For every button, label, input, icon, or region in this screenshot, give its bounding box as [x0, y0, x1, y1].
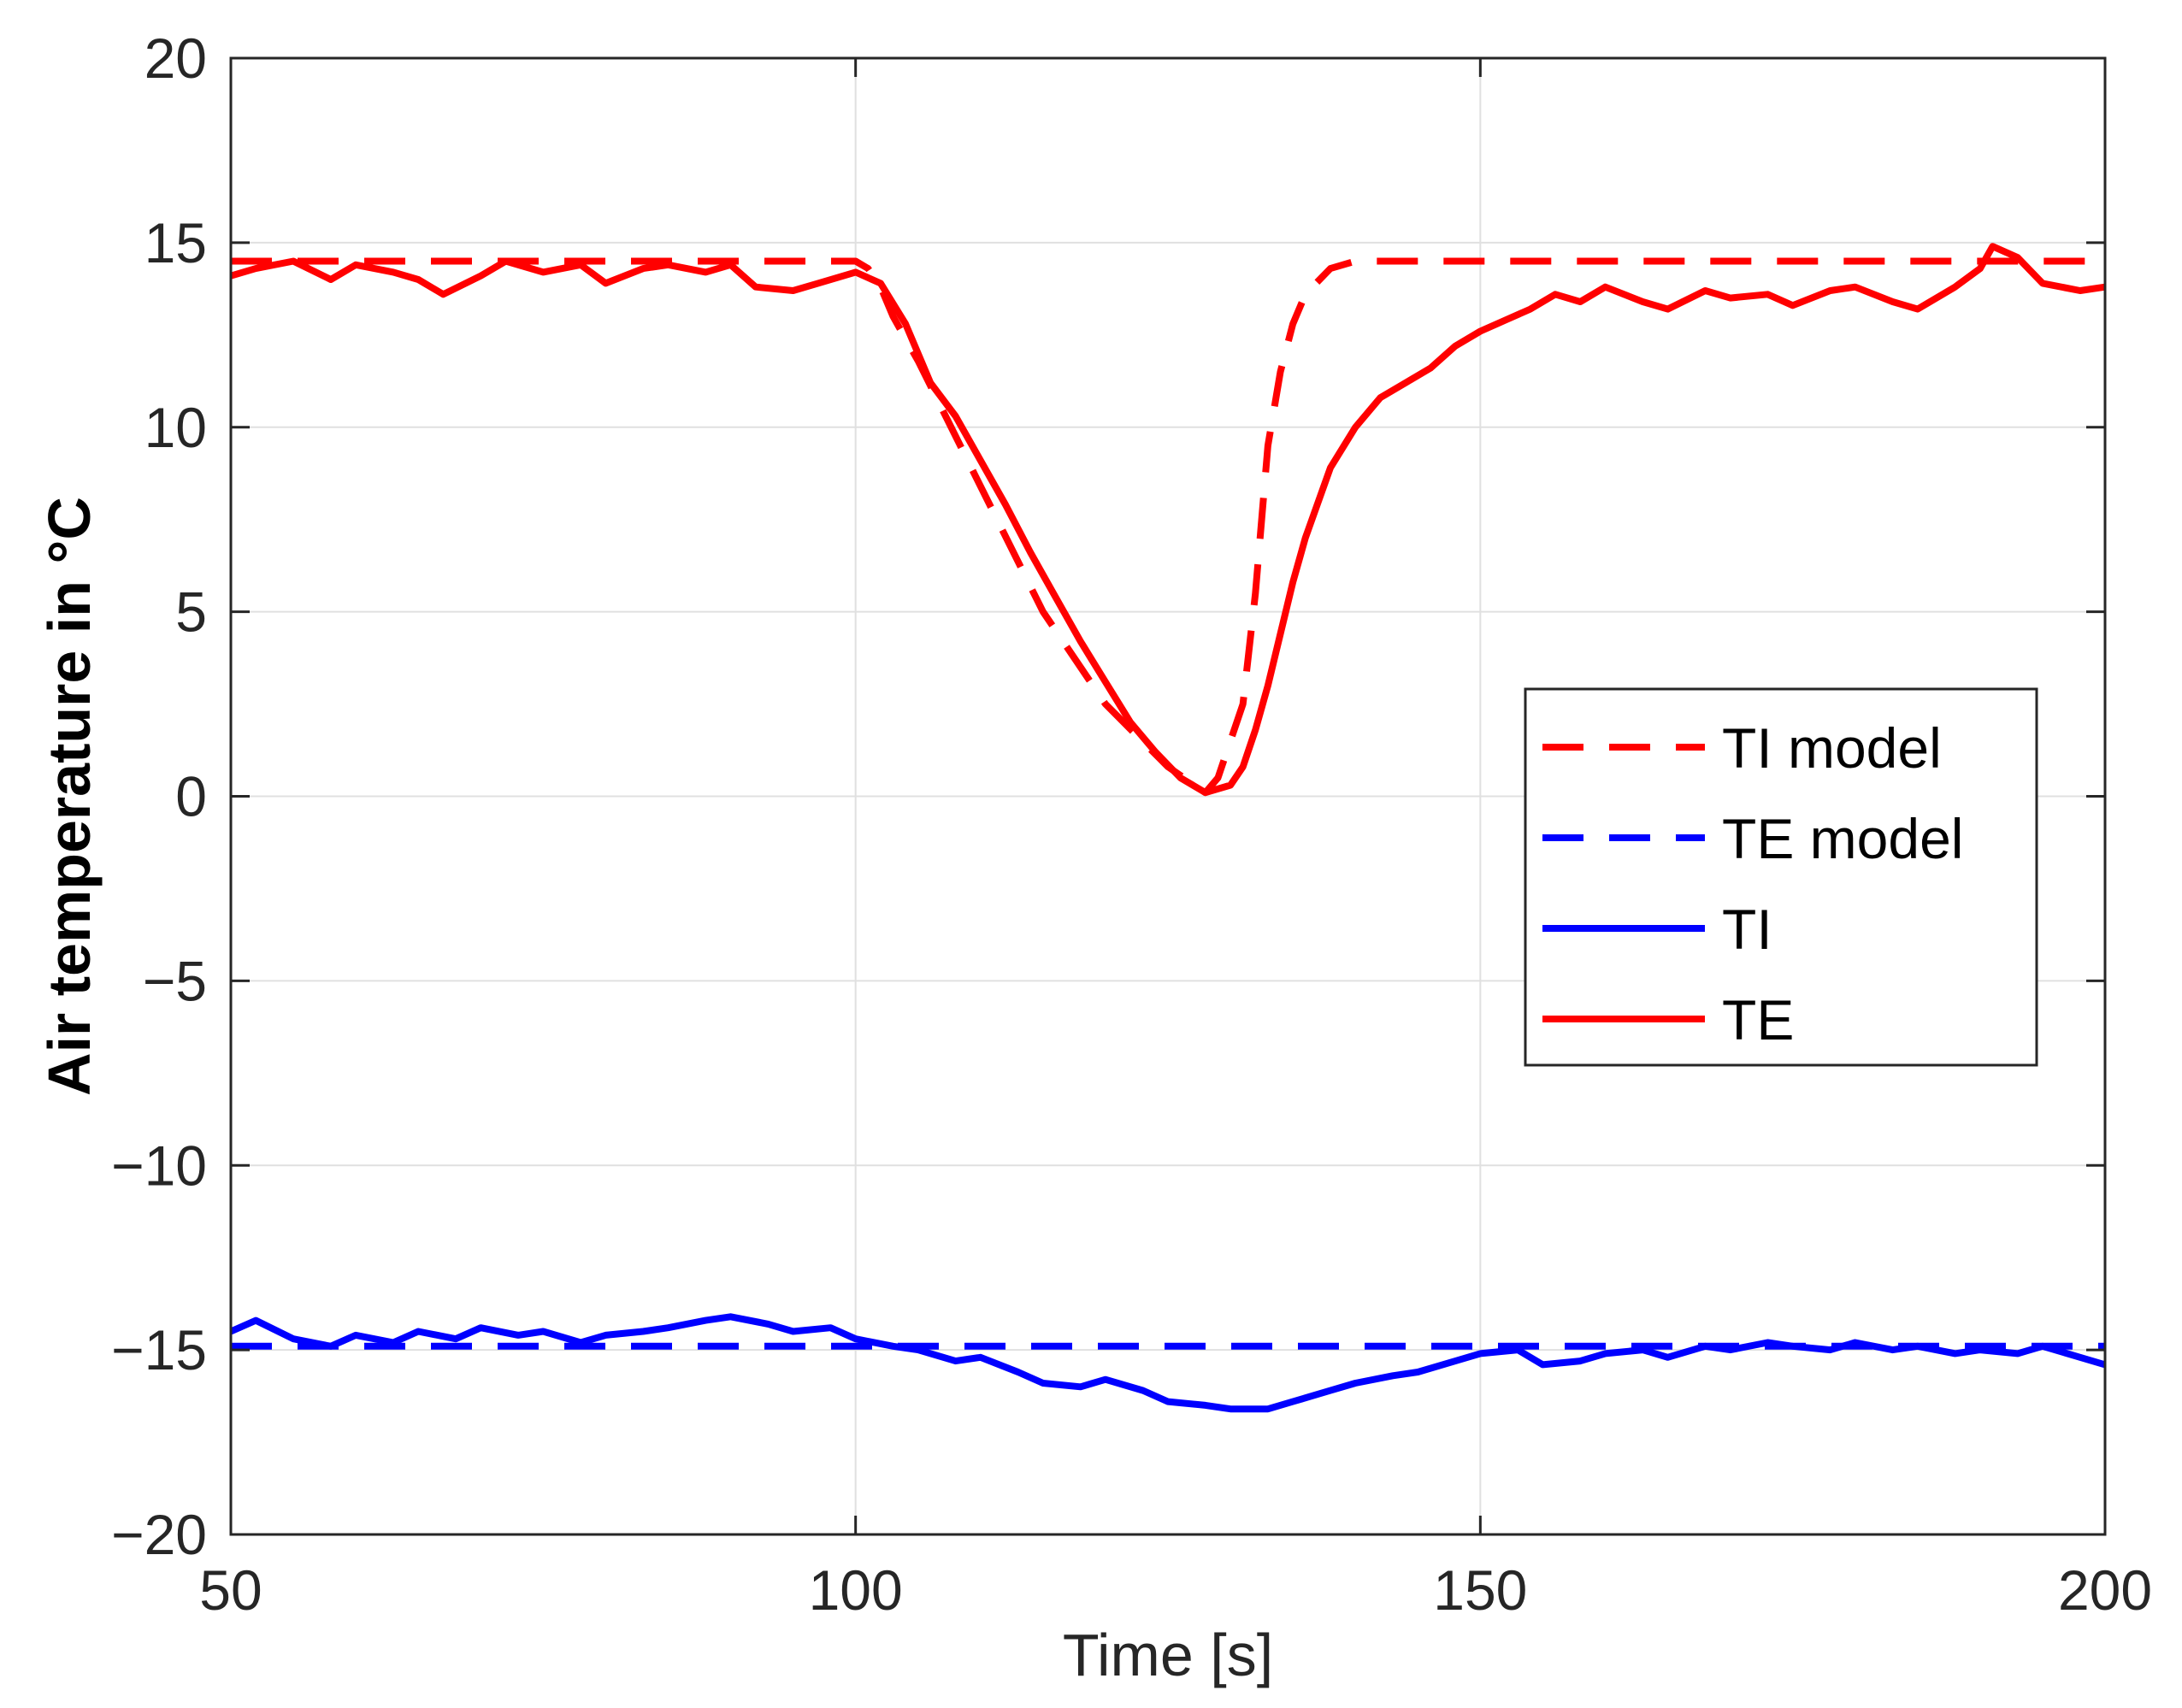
- legend-label: TI: [1722, 898, 1772, 961]
- y-tick-label: 20: [144, 27, 207, 90]
- legend-item[interactable]: TE model: [1542, 807, 1963, 870]
- legend-item[interactable]: TE: [1542, 988, 1794, 1051]
- legend[interactable]: TI model TE model TI TE: [1524, 687, 2038, 1067]
- series-line-ti: [229, 1313, 2107, 1413]
- y-tick-label: −15: [111, 1318, 207, 1381]
- y-tick-label: 10: [144, 396, 207, 459]
- series-layer: [229, 243, 2107, 1413]
- legend-label: TE: [1722, 988, 1794, 1051]
- y-tick-label: 0: [175, 765, 207, 828]
- legend-label: TE model: [1722, 807, 1963, 870]
- y-tick-label: −20: [111, 1503, 207, 1566]
- y-tick-label: −10: [111, 1134, 207, 1197]
- y-tick-label: −5: [143, 949, 207, 1012]
- y-tick-label: 15: [144, 211, 207, 274]
- x-tick-label: 200: [2058, 1558, 2152, 1622]
- x-tick-label: 50: [199, 1558, 262, 1622]
- series-line-te: [229, 243, 2106, 797]
- x-axis-title: Time [s]: [1063, 1622, 1273, 1688]
- x-tick-label: 100: [809, 1558, 903, 1622]
- legend-item[interactable]: TI model: [1542, 716, 1942, 780]
- legend-box: [1524, 687, 2038, 1067]
- legend-label: TI model: [1722, 716, 1942, 780]
- legend-item[interactable]: TI: [1542, 898, 1772, 961]
- x-tick-label: 150: [1433, 1558, 1527, 1622]
- series-line-ti-model: [231, 257, 2105, 797]
- y-tick-label: 5: [175, 580, 207, 644]
- y-axis-title: Air temperature in °C: [36, 497, 103, 1096]
